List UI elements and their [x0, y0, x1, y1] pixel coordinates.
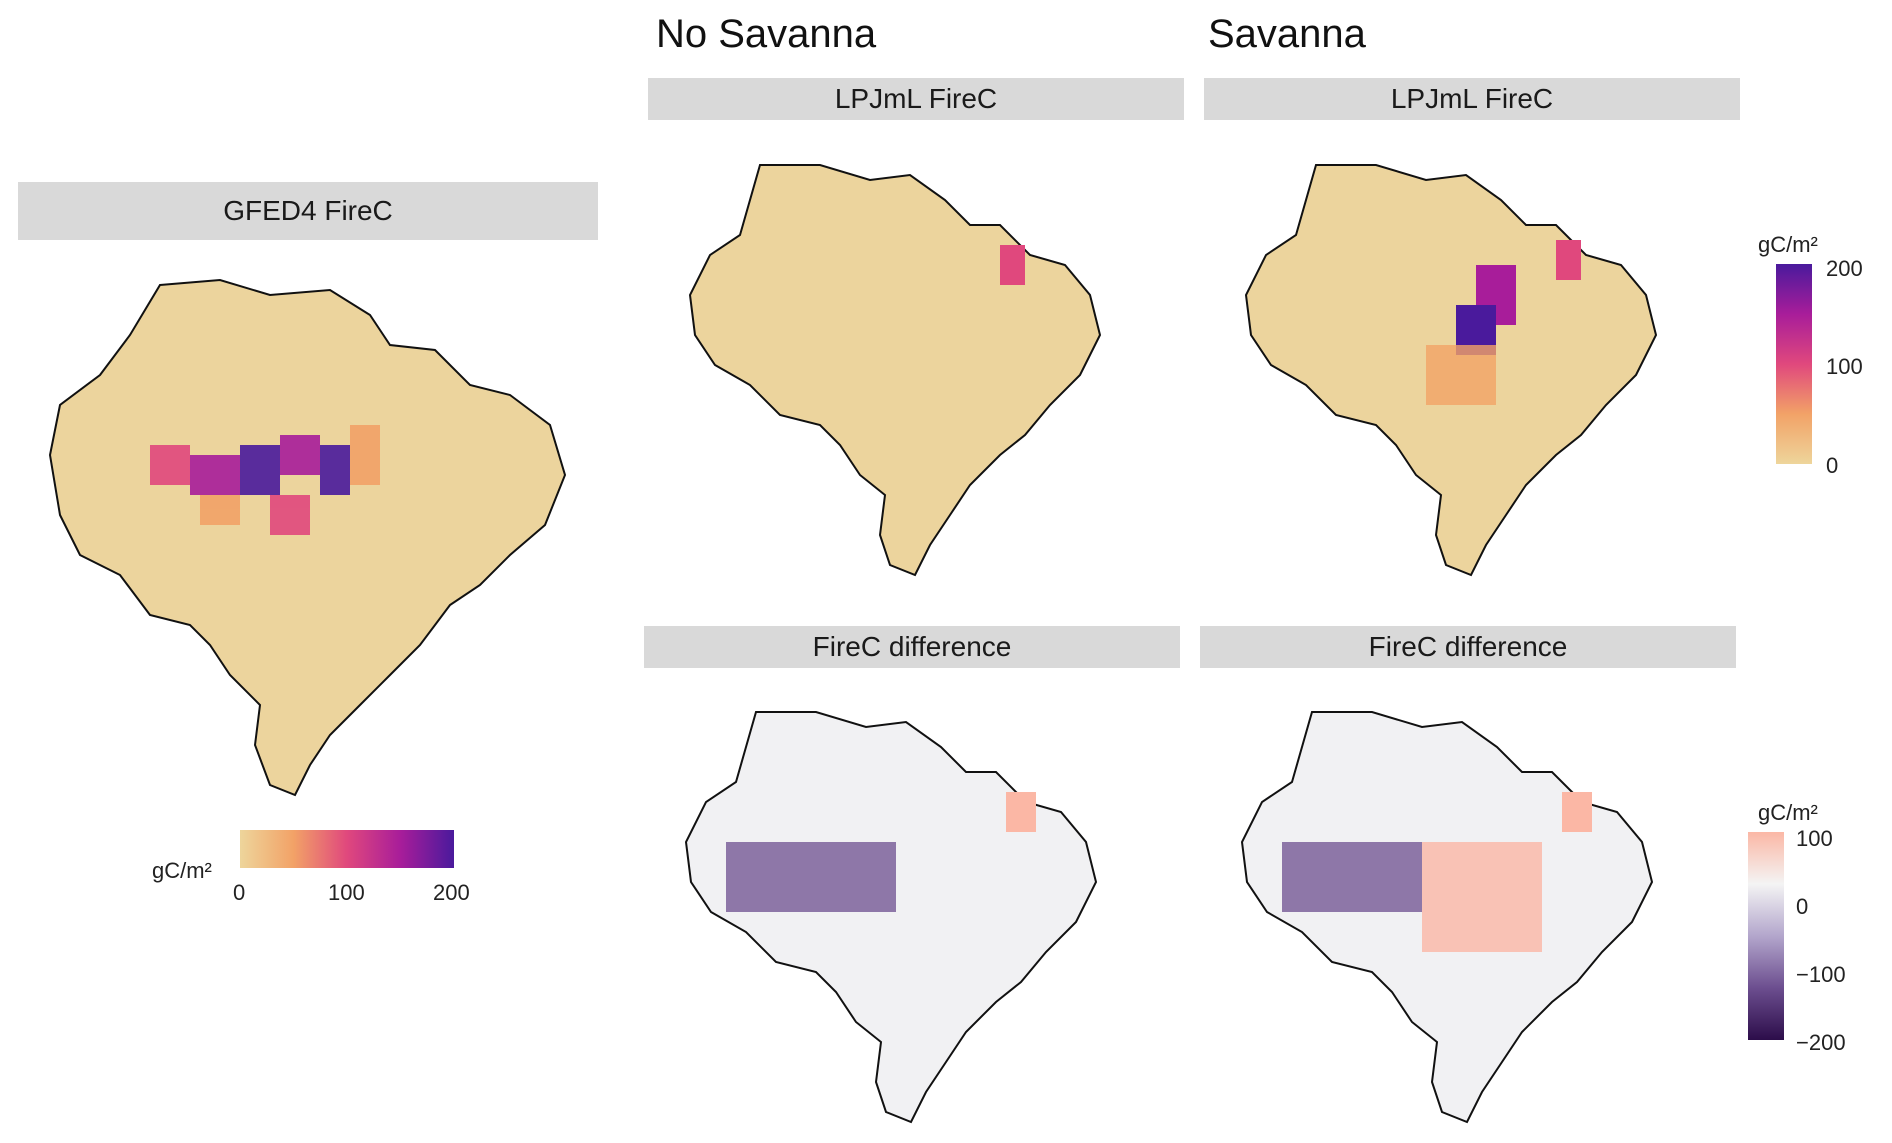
- map-diff-savanna: [1240, 711, 1654, 1124]
- brazil-outline: [48, 278, 567, 797]
- difference-negative: [1282, 842, 1422, 912]
- fire-hotspot: [1556, 240, 1581, 280]
- legend-diff-colorbar: [1748, 832, 1784, 1040]
- strip-lpjml-savanna: LPJmL FireC: [1204, 78, 1740, 120]
- difference-negative: [726, 842, 896, 912]
- legend-diff-title: gC/m²: [1758, 800, 1818, 825]
- legend-diff-tick: −100: [1796, 962, 1846, 987]
- brazil-outline: [688, 164, 1102, 577]
- legend-gfed-tick: 100: [328, 880, 365, 905]
- legend-gfed-tick: 200: [433, 880, 470, 905]
- fire-hotspot: [1000, 245, 1025, 285]
- fire-hotspot: [1426, 345, 1496, 405]
- legend-diff-tick: 100: [1796, 826, 1833, 851]
- title-no-savanna: No Savanna: [656, 12, 877, 56]
- legend-firec-tick: 0: [1826, 453, 1839, 478]
- title-savanna: Savanna: [1208, 12, 1366, 56]
- map-gfed4: [48, 278, 567, 797]
- difference-positive: [1562, 792, 1592, 832]
- strip-diff-no-savanna: FireC difference: [644, 626, 1180, 668]
- fire-hotspots: [150, 425, 380, 535]
- legend-gfed-colorbar: [240, 830, 454, 868]
- legend-diff-tick: 0: [1796, 894, 1809, 919]
- brazil-outline: [684, 711, 1098, 1124]
- difference-positive: [1422, 842, 1542, 952]
- strip-lpjml-no-savanna: LPJmL FireC: [648, 78, 1184, 120]
- map-lpjml-savanna: [1244, 164, 1658, 577]
- map-lpjml-no-savanna: [688, 164, 1102, 577]
- map-diff-no-savanna: [684, 711, 1098, 1124]
- legend-gfed-tick: 0: [233, 880, 246, 905]
- legend-gfed-title: gC/m²: [152, 858, 212, 883]
- strip-diff-savanna: FireC difference: [1200, 626, 1736, 668]
- strip-gfed4-firec: GFED4 FireC: [18, 182, 598, 240]
- legend-firec-colorbar: [1776, 264, 1812, 464]
- legend-firec-title: gC/m²: [1758, 232, 1818, 257]
- legend-firec-tick: 100: [1826, 354, 1863, 379]
- legend-firec-tick: 200: [1826, 256, 1863, 281]
- difference-positive: [1006, 792, 1036, 832]
- legend-diff-tick: −200: [1796, 1030, 1846, 1055]
